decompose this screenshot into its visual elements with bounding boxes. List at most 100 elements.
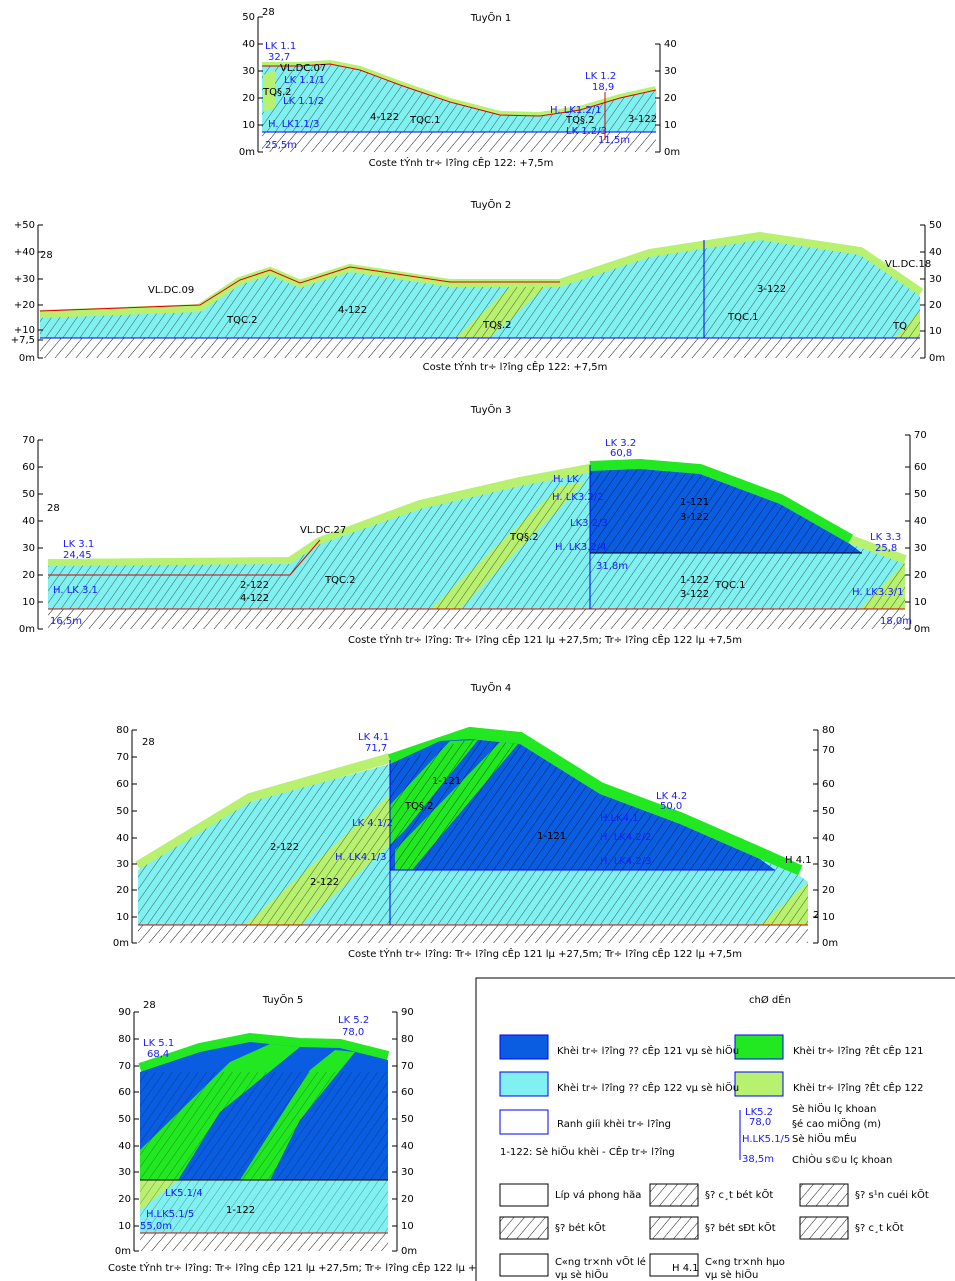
section-2-shapes (39, 231, 924, 358)
section-title: TuyÕn 4 (470, 681, 512, 694)
section-label: 28 (262, 7, 275, 18)
left-tick-label: 0m (19, 624, 35, 635)
section-label: 3-122 (680, 512, 709, 523)
section-label: LK 4.1/2 (352, 818, 393, 829)
right-tick-label: 60 (914, 462, 927, 473)
section-label: 24,45 (63, 550, 92, 561)
section-label: 78,0 (342, 1027, 364, 1038)
right-tick-label: 40 (929, 247, 942, 258)
section-note: Coste tÝnh tr÷ l?îng: Tr÷ l?îng cÊp 121 … (108, 1261, 502, 1274)
section-label: 1-121 (432, 776, 461, 787)
section-label: 60,8 (610, 448, 632, 459)
section-label: 2-122 (270, 842, 299, 853)
right-tick-label: 30 (822, 859, 835, 870)
right-tick-label: 0m (401, 1246, 417, 1257)
legend: chØ dÉn Khèi tr÷ l?îng ?? cÊp 121 vµ sè h… (475, 977, 955, 1281)
left-tick-label: 70 (118, 1061, 131, 1072)
legend-item: §? c¸t kÕt (855, 1221, 904, 1234)
section-label: H.LK4.1 (600, 813, 639, 824)
left-tick-label: 0m (115, 1246, 131, 1257)
section-label: LK 1.1 (265, 41, 296, 52)
section-label: LK 3.3 (870, 532, 901, 543)
section-note: Coste tÝnh tr÷ l?îng: Tr÷ l?îng cÊp 121 … (348, 947, 742, 960)
section-label: LK 1.2 (585, 71, 616, 82)
left-tick-label: 30 (116, 859, 129, 870)
legend-item: H.LK5.1/5 (742, 1134, 790, 1145)
right-tick-label: 20 (822, 885, 835, 896)
left-tick-label: 10 (242, 120, 255, 131)
section-label: VL.DC.18 (885, 259, 931, 270)
section-label: TQC.2 (226, 315, 258, 326)
left-tick-label: 40 (118, 1141, 131, 1152)
section-1-shapes (262, 59, 657, 152)
right-tick-label: 40 (822, 833, 835, 844)
left-tick-label: 80 (118, 1034, 131, 1045)
section-label: H. LK (553, 474, 579, 485)
section-label: 25,5m (265, 140, 297, 151)
section-label: VL.DC.09 (148, 285, 194, 296)
left-tick-label: 40 (116, 833, 129, 844)
section-label: 11,5m (598, 135, 630, 146)
left-tick-label: 0m (113, 938, 129, 949)
right-tick-label: 40 (914, 516, 927, 527)
section-label: VL.DC.07 (280, 63, 326, 74)
section-label: 28 (40, 250, 53, 261)
right-tick-label: 70 (401, 1061, 414, 1072)
section-label: 28 (142, 737, 155, 748)
section-label: 4-122 (370, 112, 399, 123)
left-tick-label: 20 (22, 570, 35, 581)
legend-item: ChiÒu s©u lç khoan (792, 1153, 892, 1166)
section-label: H. LK3.2/2 (552, 492, 603, 503)
legend-item: Ranh giíi khèi tr÷ l?îng (557, 1118, 671, 1130)
section-label: TQ§.2 (482, 320, 512, 331)
right-tick-label: 80 (822, 725, 835, 736)
legend-item: C«ng tr×nh vÕt lé (555, 1255, 646, 1268)
section-label: TQC.1 (409, 115, 441, 126)
left-tick-label: 90 (118, 1007, 131, 1018)
legend-item: 38,5m (742, 1154, 774, 1165)
section-label: LK 5.1 (143, 1038, 174, 1049)
section-label: TQC.1 (727, 312, 759, 323)
right-tick-label: 90 (401, 1007, 414, 1018)
section-label: LK 5.2 (338, 1015, 369, 1026)
right-tick-label: 60 (822, 779, 835, 790)
section-note: Coste tÝnh tr÷ l?îng: Tr÷ l?îng cÊp 121 … (348, 633, 742, 646)
section-label: 4-122 (240, 593, 269, 604)
left-tick-label: 20 (242, 93, 255, 104)
legend-item: §? bét kÕt (555, 1221, 606, 1234)
section-note: Coste tÝnh tr÷ l?îng cÊp 122: +7,5m (369, 156, 554, 169)
section-label: TQ (892, 321, 907, 332)
section-label: 31,8m (596, 561, 628, 572)
left-tick-label: +10 (14, 325, 35, 336)
legend-item: Sè hiÖu mÉu (792, 1132, 857, 1145)
right-tick-label: 20 (664, 93, 677, 104)
section-label: LK 1.1/1 (284, 75, 325, 86)
legend-item: §é cao miÖng (m) (792, 1117, 881, 1130)
section-label: H. LK3.2/4 (555, 542, 606, 553)
legend-item: §? bét sÐt kÕt (705, 1221, 776, 1234)
right-tick-label: 10 (929, 326, 942, 337)
section-5-shapes (138, 1032, 390, 1251)
section-label: LK 3.2 (605, 438, 636, 449)
section-label: 16,5m (50, 616, 82, 627)
left-tick-label: 10 (118, 1221, 131, 1232)
section-label: TQC.2 (324, 575, 356, 586)
section-label: TQ§.2 (404, 801, 434, 812)
legend-item: §? s¹n cuéi kÕt (855, 1188, 929, 1201)
right-tick-label: 50 (822, 806, 835, 817)
section-label: H. LK3.3/1 (852, 587, 903, 598)
right-tick-label: 20 (401, 1194, 414, 1205)
left-tick-label: +30 (14, 274, 35, 285)
left-tick-label: 50 (242, 12, 255, 23)
section-label: H. LK1.1/3 (268, 119, 319, 130)
right-tick-label: 0m (914, 624, 930, 635)
legend-item: Sè hiÖu lç khoan (792, 1102, 876, 1115)
right-tick-label: 20 (929, 300, 942, 311)
right-tick-label: 50 (914, 489, 927, 500)
right-tick-label: 10 (401, 1221, 414, 1232)
section-label: 1-121 (537, 831, 566, 842)
section-label: H. LK4.2/3 (600, 856, 651, 867)
legend-item: vµ sè hiÖu (555, 1268, 608, 1281)
section-label: 50,0 (660, 801, 682, 812)
section-label: TQ§.2 (565, 115, 595, 126)
